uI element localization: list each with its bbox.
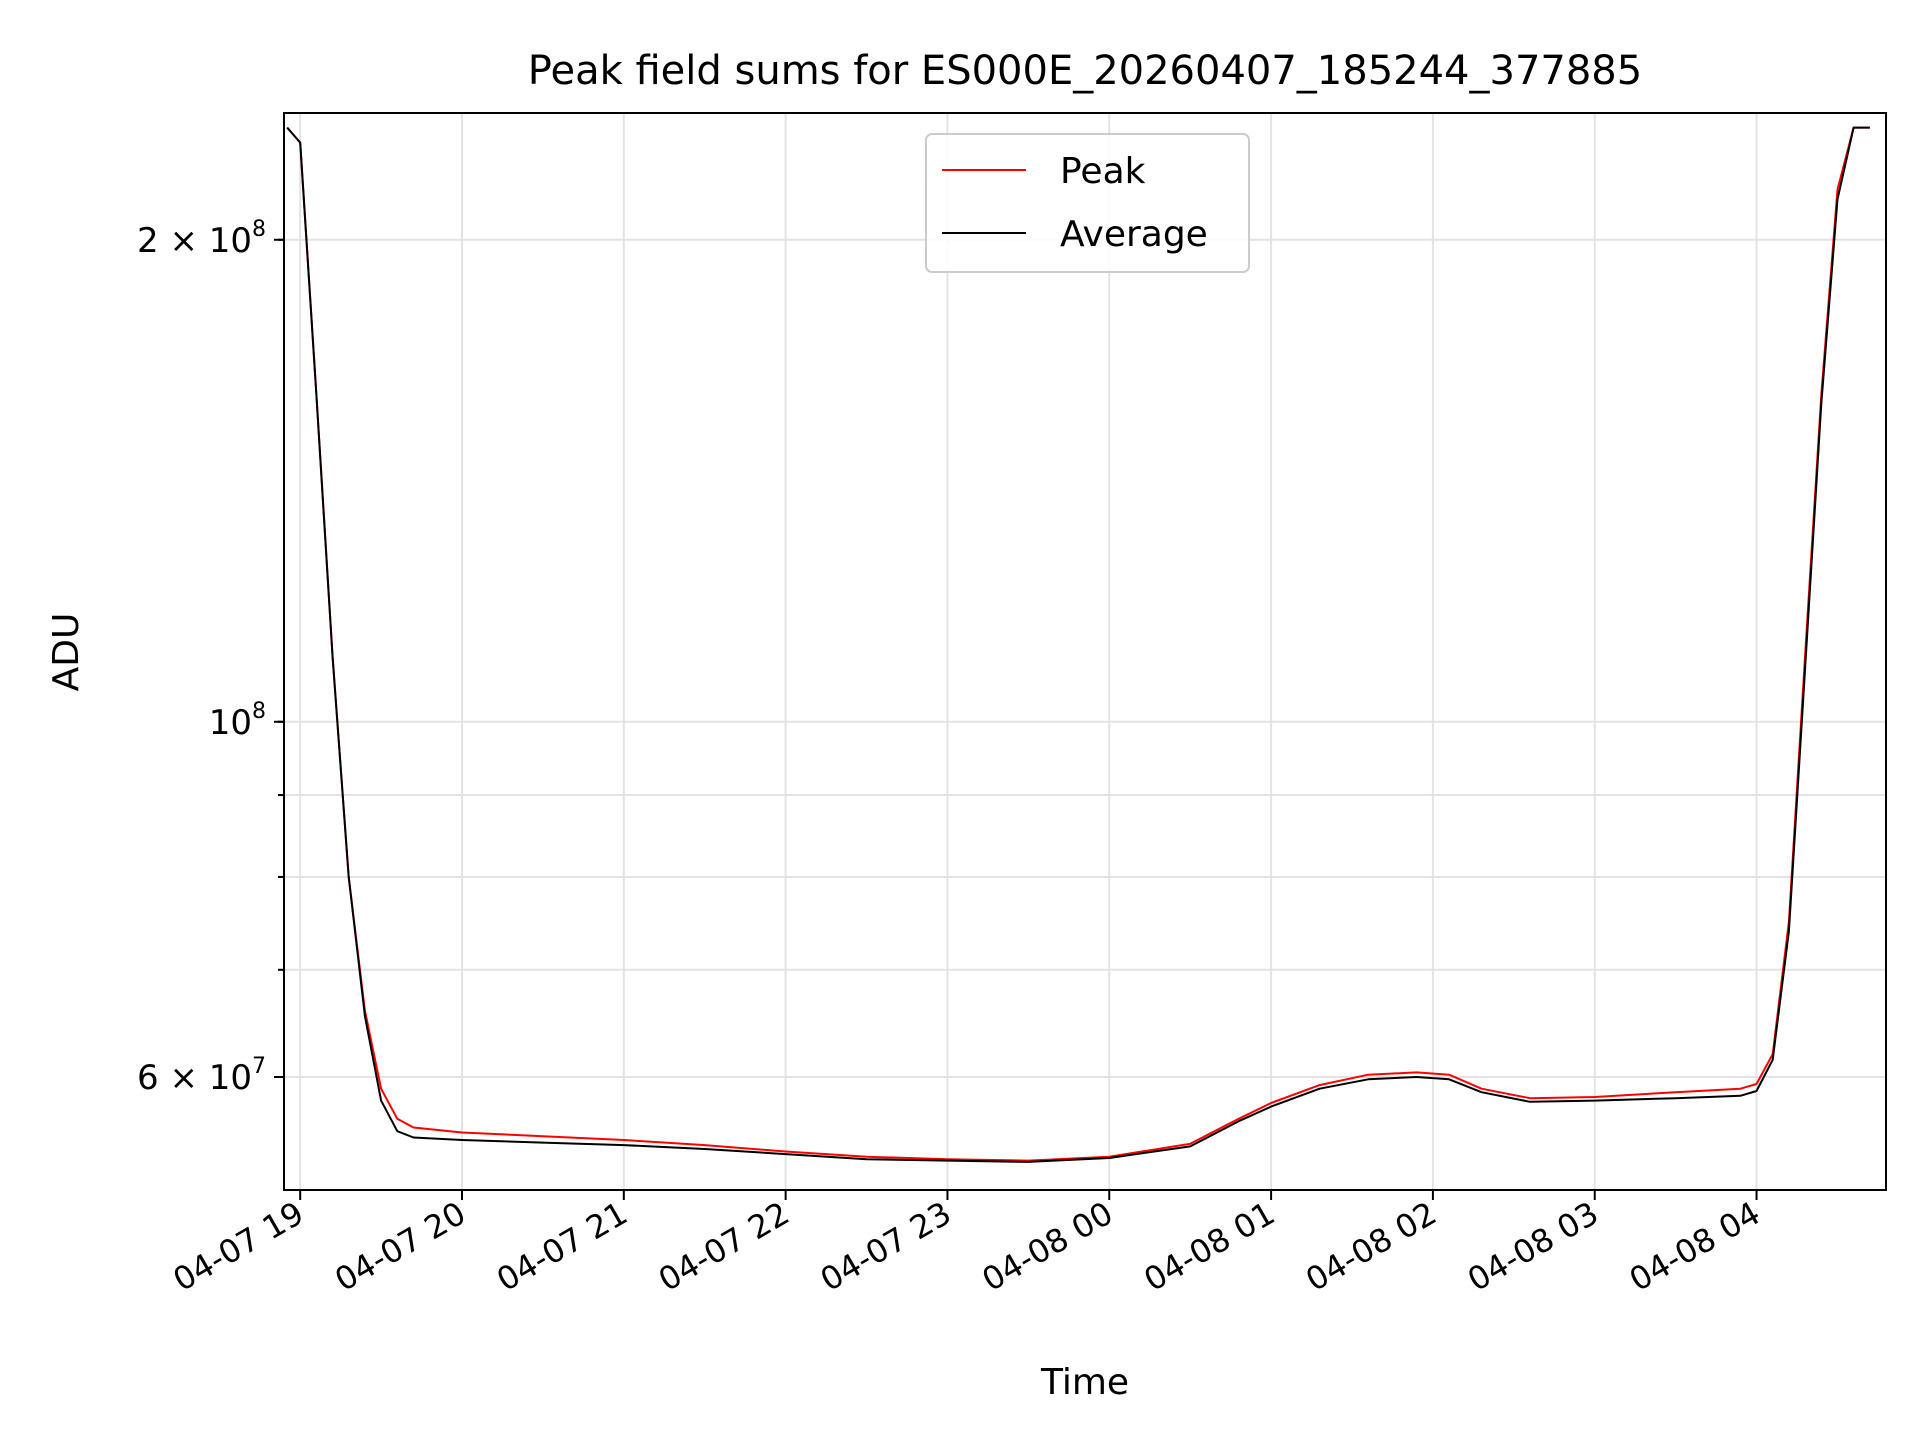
legend-box <box>925 133 1250 273</box>
grid <box>284 113 1886 1190</box>
series-line-peak <box>286 126 1870 1162</box>
legend-label-average: Average <box>1060 214 1208 255</box>
legend-label-peak: Peak <box>1060 151 1146 192</box>
x-axis-label: Time <box>1040 1362 1129 1403</box>
y-tick-label: 6 × 107 <box>137 1054 266 1098</box>
legend: Peak Average <box>925 133 1250 273</box>
series-layer <box>286 126 1870 1163</box>
y-axis-label: ADU <box>46 613 87 692</box>
series-line-average <box>286 126 1870 1163</box>
chart-title: Peak field sums for ES000E_20260407_1852… <box>528 48 1642 94</box>
plot-frame <box>283 112 1887 1191</box>
y-tick-label: 108 <box>209 699 266 743</box>
y-tick-label: 2 × 108 <box>137 217 266 261</box>
